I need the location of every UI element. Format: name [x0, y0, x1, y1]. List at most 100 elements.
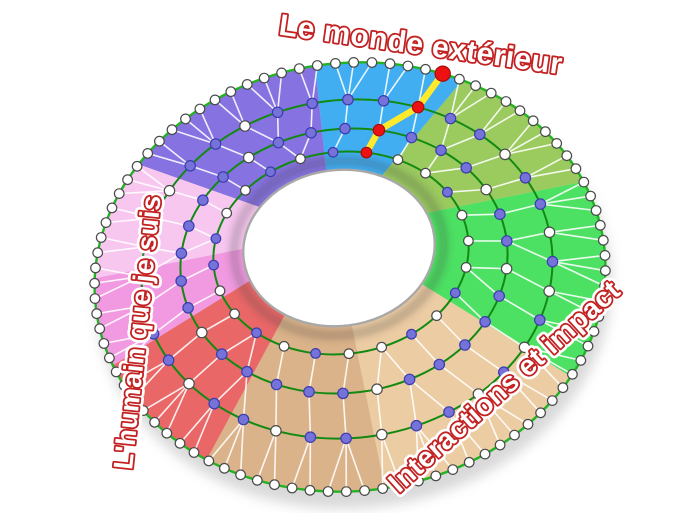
- mesh-node[interactable]: [470, 80, 482, 92]
- highlight-node[interactable]: [372, 123, 386, 137]
- mesh-node[interactable]: [371, 383, 383, 395]
- mesh-node[interactable]: [94, 323, 106, 335]
- mesh-node[interactable]: [237, 413, 250, 426]
- mesh-node[interactable]: [570, 163, 582, 175]
- mesh-node[interactable]: [218, 462, 230, 474]
- mesh-node[interactable]: [433, 358, 446, 371]
- mesh-node[interactable]: [137, 405, 149, 417]
- mesh-node[interactable]: [593, 311, 605, 322]
- mesh-node[interactable]: [265, 166, 276, 178]
- mesh-node[interactable]: [118, 379, 130, 391]
- mesh-node[interactable]: [142, 147, 154, 159]
- mesh-node[interactable]: [518, 341, 531, 354]
- mesh-node[interactable]: [149, 416, 161, 428]
- mesh-node[interactable]: [278, 340, 290, 352]
- mesh-node[interactable]: [435, 144, 447, 157]
- mesh-node[interactable]: [166, 124, 178, 136]
- mesh-node[interactable]: [95, 232, 107, 243]
- mesh-node[interactable]: [463, 235, 474, 247]
- mesh-node[interactable]: [463, 456, 475, 468]
- mesh-node[interactable]: [163, 184, 176, 197]
- mesh-node[interactable]: [540, 126, 551, 138]
- mesh-node[interactable]: [98, 338, 110, 349]
- mesh-node[interactable]: [442, 186, 453, 198]
- mesh-node[interactable]: [340, 486, 352, 498]
- mesh-node[interactable]: [546, 395, 558, 407]
- mesh-node[interactable]: [431, 310, 443, 322]
- mesh-node[interactable]: [493, 290, 505, 302]
- mesh-node[interactable]: [522, 418, 534, 430]
- mesh-node[interactable]: [330, 58, 341, 69]
- mesh-node[interactable]: [454, 73, 465, 85]
- mesh-node[interactable]: [597, 234, 609, 246]
- mesh-node[interactable]: [599, 280, 610, 292]
- mesh-node[interactable]: [304, 484, 316, 496]
- mesh-node[interactable]: [127, 392, 139, 404]
- mesh-node[interactable]: [447, 464, 459, 476]
- mesh-node[interactable]: [551, 137, 563, 149]
- mesh-node[interactable]: [153, 135, 165, 147]
- mesh-node[interactable]: [90, 262, 101, 274]
- mesh-node[interactable]: [147, 328, 160, 340]
- mesh-node[interactable]: [106, 202, 118, 214]
- mesh-node[interactable]: [180, 113, 191, 125]
- highlight-node[interactable]: [434, 65, 451, 82]
- mesh-node[interactable]: [91, 308, 103, 320]
- mesh-node[interactable]: [305, 127, 317, 139]
- mesh-node[interactable]: [216, 348, 228, 360]
- mesh-node[interactable]: [514, 105, 526, 117]
- mesh-node[interactable]: [239, 120, 251, 132]
- mesh-node[interactable]: [188, 447, 200, 458]
- mesh-node[interactable]: [293, 63, 305, 74]
- mesh-node[interactable]: [366, 57, 378, 68]
- mesh-node[interactable]: [479, 448, 491, 460]
- mesh-node[interactable]: [494, 208, 506, 220]
- mesh-node[interactable]: [420, 63, 431, 75]
- mesh-node[interactable]: [494, 439, 506, 451]
- mesh-node[interactable]: [89, 277, 100, 289]
- highlight-node[interactable]: [360, 146, 373, 159]
- mesh-node[interactable]: [567, 368, 578, 380]
- mesh-node[interactable]: [534, 198, 547, 210]
- mesh-node[interactable]: [509, 429, 520, 441]
- mesh-node[interactable]: [327, 146, 339, 158]
- mesh-node[interactable]: [138, 299, 151, 312]
- mesh-node[interactable]: [594, 219, 606, 231]
- mesh-node[interactable]: [194, 103, 206, 115]
- mesh-node[interactable]: [519, 172, 532, 184]
- mesh-node[interactable]: [585, 190, 596, 202]
- mesh-node[interactable]: [377, 95, 390, 107]
- mesh-node[interactable]: [208, 259, 220, 271]
- mesh-node[interactable]: [235, 469, 247, 481]
- mesh-node[interactable]: [596, 295, 608, 307]
- mesh-node[interactable]: [479, 315, 491, 328]
- mesh-node[interactable]: [342, 93, 354, 106]
- mesh-node[interactable]: [403, 373, 416, 386]
- mesh-node[interactable]: [348, 57, 360, 68]
- mesh-node[interactable]: [89, 293, 101, 305]
- mesh-node[interactable]: [251, 327, 262, 339]
- mesh-node[interactable]: [241, 365, 253, 378]
- mesh-node[interactable]: [406, 328, 417, 340]
- mesh-node[interactable]: [443, 406, 455, 418]
- mesh-node[interactable]: [270, 378, 283, 391]
- mesh-node[interactable]: [225, 86, 237, 98]
- mesh-node[interactable]: [182, 301, 194, 314]
- mesh-node[interactable]: [221, 207, 233, 219]
- mesh-node[interactable]: [258, 72, 270, 84]
- mesh-node[interactable]: [174, 437, 186, 449]
- mesh-node[interactable]: [402, 60, 414, 72]
- mesh-node[interactable]: [183, 220, 195, 232]
- mesh-node[interactable]: [395, 480, 407, 491]
- mesh-node[interactable]: [322, 486, 334, 497]
- mesh-node[interactable]: [271, 106, 284, 119]
- mesh-node[interactable]: [472, 388, 485, 400]
- mesh-node[interactable]: [499, 148, 511, 161]
- mesh-node[interactable]: [456, 209, 468, 221]
- mesh-node[interactable]: [533, 314, 546, 326]
- mesh-node[interactable]: [460, 262, 472, 273]
- mesh-node[interactable]: [578, 176, 590, 188]
- mesh-node[interactable]: [210, 233, 222, 245]
- mesh-node[interactable]: [122, 174, 133, 186]
- mesh-node[interactable]: [100, 217, 112, 229]
